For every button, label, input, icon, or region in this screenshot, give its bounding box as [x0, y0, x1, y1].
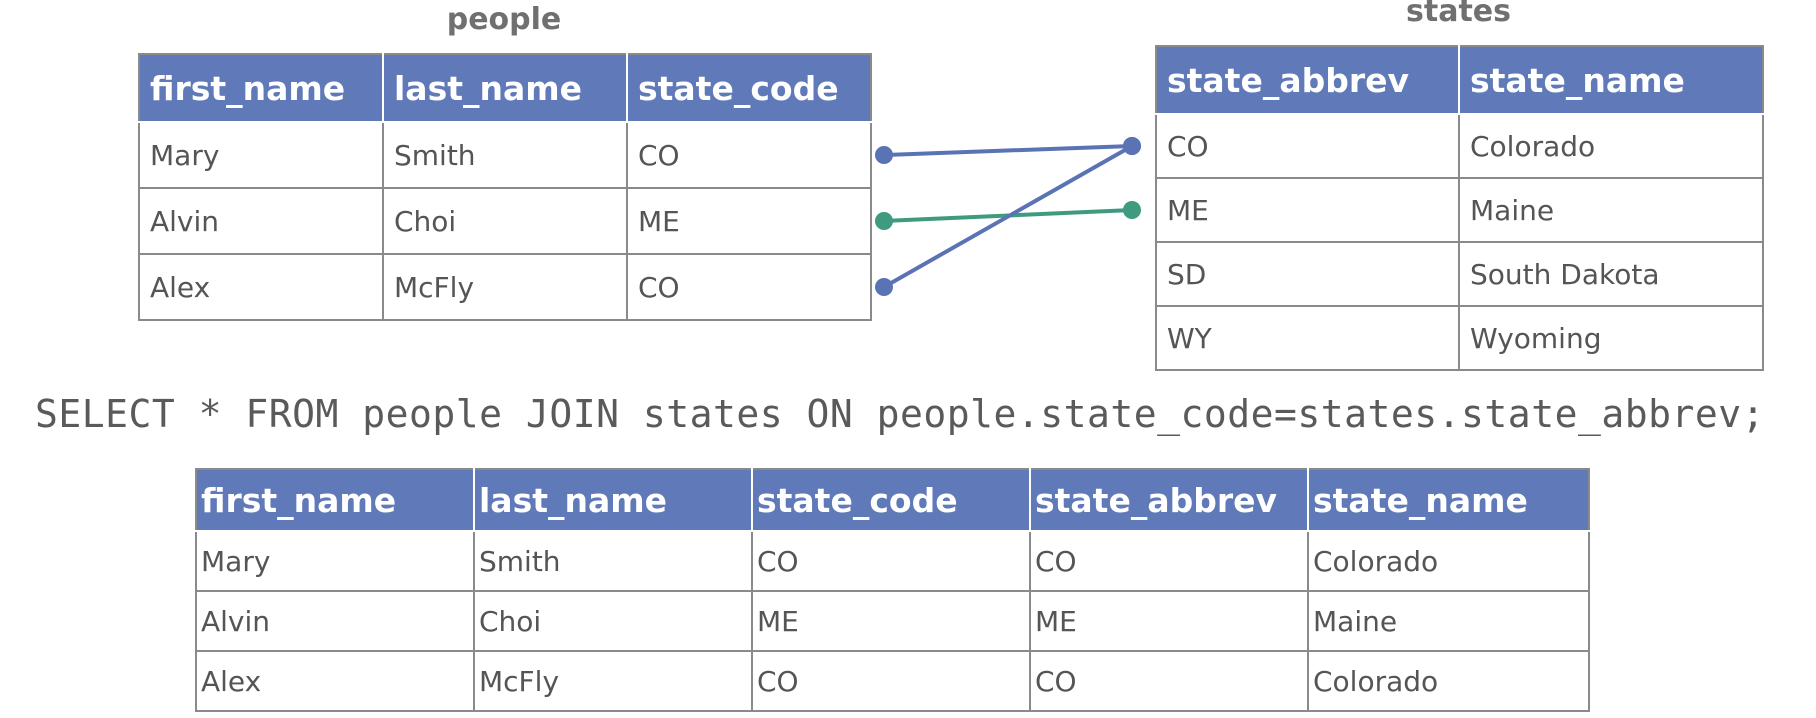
states-table-title: states [1406, 0, 1511, 29]
result-table: first_name last_name state_code state_ab… [195, 468, 1590, 712]
states-cell: CO [1155, 113, 1460, 179]
people-cell: Choi [382, 187, 628, 255]
people-col-state-code: state_code [626, 53, 872, 123]
result-col-state-name: state_name [1307, 468, 1590, 532]
result-cell: Choi [473, 590, 753, 652]
result-col-state-code: state_code [751, 468, 1031, 532]
states-col-state-name: state_name [1458, 45, 1764, 115]
states-row: CO Colorado [1155, 113, 1764, 179]
states-row: WY Wyoming [1155, 305, 1764, 371]
result-cell: CO [1029, 650, 1309, 712]
states-col-state-abbrev: state_abbrev [1155, 45, 1460, 115]
result-cell: Colorado [1307, 650, 1590, 712]
result-header-row: first_name last_name state_code state_ab… [195, 468, 1590, 532]
states-cell: Colorado [1458, 113, 1764, 179]
result-cell: Mary [195, 530, 475, 592]
sql-query: SELECT * FROM people JOIN states ON peop… [35, 392, 1765, 436]
states-cell: Wyoming [1458, 305, 1764, 371]
result-cell: McFly [473, 650, 753, 712]
result-cell: Colorado [1307, 530, 1590, 592]
people-cell: CO [626, 253, 872, 321]
result-col-last-name: last_name [473, 468, 753, 532]
result-cell: CO [1029, 530, 1309, 592]
result-cell: Alex [195, 650, 475, 712]
result-cell: ME [1029, 590, 1309, 652]
people-header-row: first_name last_name state_code [138, 53, 872, 123]
join-link-line [883, 144, 1133, 289]
result-row: Mary Smith CO CO Colorado [195, 530, 1590, 592]
people-cell: Smith [382, 121, 628, 189]
join-link-start-dot [875, 278, 893, 296]
result-cell: CO [751, 650, 1031, 712]
people-col-first-name: first_name [138, 53, 384, 123]
people-row: Mary Smith CO [138, 121, 872, 189]
join-link-start-dot [875, 146, 893, 164]
result-row: Alvin Choi ME ME Maine [195, 590, 1590, 652]
states-header-row: state_abbrev state_name [1155, 45, 1764, 115]
result-cell: Smith [473, 530, 753, 592]
people-col-last-name: last_name [382, 53, 628, 123]
result-cell: Maine [1307, 590, 1590, 652]
people-table-title: people [446, 2, 562, 37]
people-cell: Mary [138, 121, 384, 189]
result-col-state-abbrev: state_abbrev [1029, 468, 1309, 532]
people-cell: Alvin [138, 187, 384, 255]
people-cell: McFly [382, 253, 628, 321]
states-row: ME Maine [1155, 177, 1764, 243]
join-link-end-dot [1123, 137, 1141, 155]
states-row: SD South Dakota [1155, 241, 1764, 307]
people-cell: ME [626, 187, 872, 255]
join-link-line [883, 144, 1133, 157]
result-cell: ME [751, 590, 1031, 652]
people-row: Alex McFly CO [138, 253, 872, 321]
states-cell: South Dakota [1458, 241, 1764, 307]
people-cell: CO [626, 121, 872, 189]
states-cell: SD [1155, 241, 1460, 307]
join-link-line [883, 208, 1133, 223]
people-row: Alvin Choi ME [138, 187, 872, 255]
join-link-end-dot [1123, 137, 1141, 155]
result-cell: CO [751, 530, 1031, 592]
states-cell: ME [1155, 177, 1460, 243]
people-cell: Alex [138, 253, 384, 321]
result-col-first-name: first_name [195, 468, 475, 532]
join-link-end-dot [1123, 201, 1141, 219]
states-cell: Maine [1458, 177, 1764, 243]
states-cell: WY [1155, 305, 1460, 371]
result-cell: Alvin [195, 590, 475, 652]
join-link-start-dot [875, 212, 893, 230]
states-table: state_abbrev state_name CO Colorado ME M… [1155, 45, 1764, 371]
result-row: Alex McFly CO CO Colorado [195, 650, 1590, 712]
people-table: first_name last_name state_code Mary Smi… [138, 53, 872, 321]
